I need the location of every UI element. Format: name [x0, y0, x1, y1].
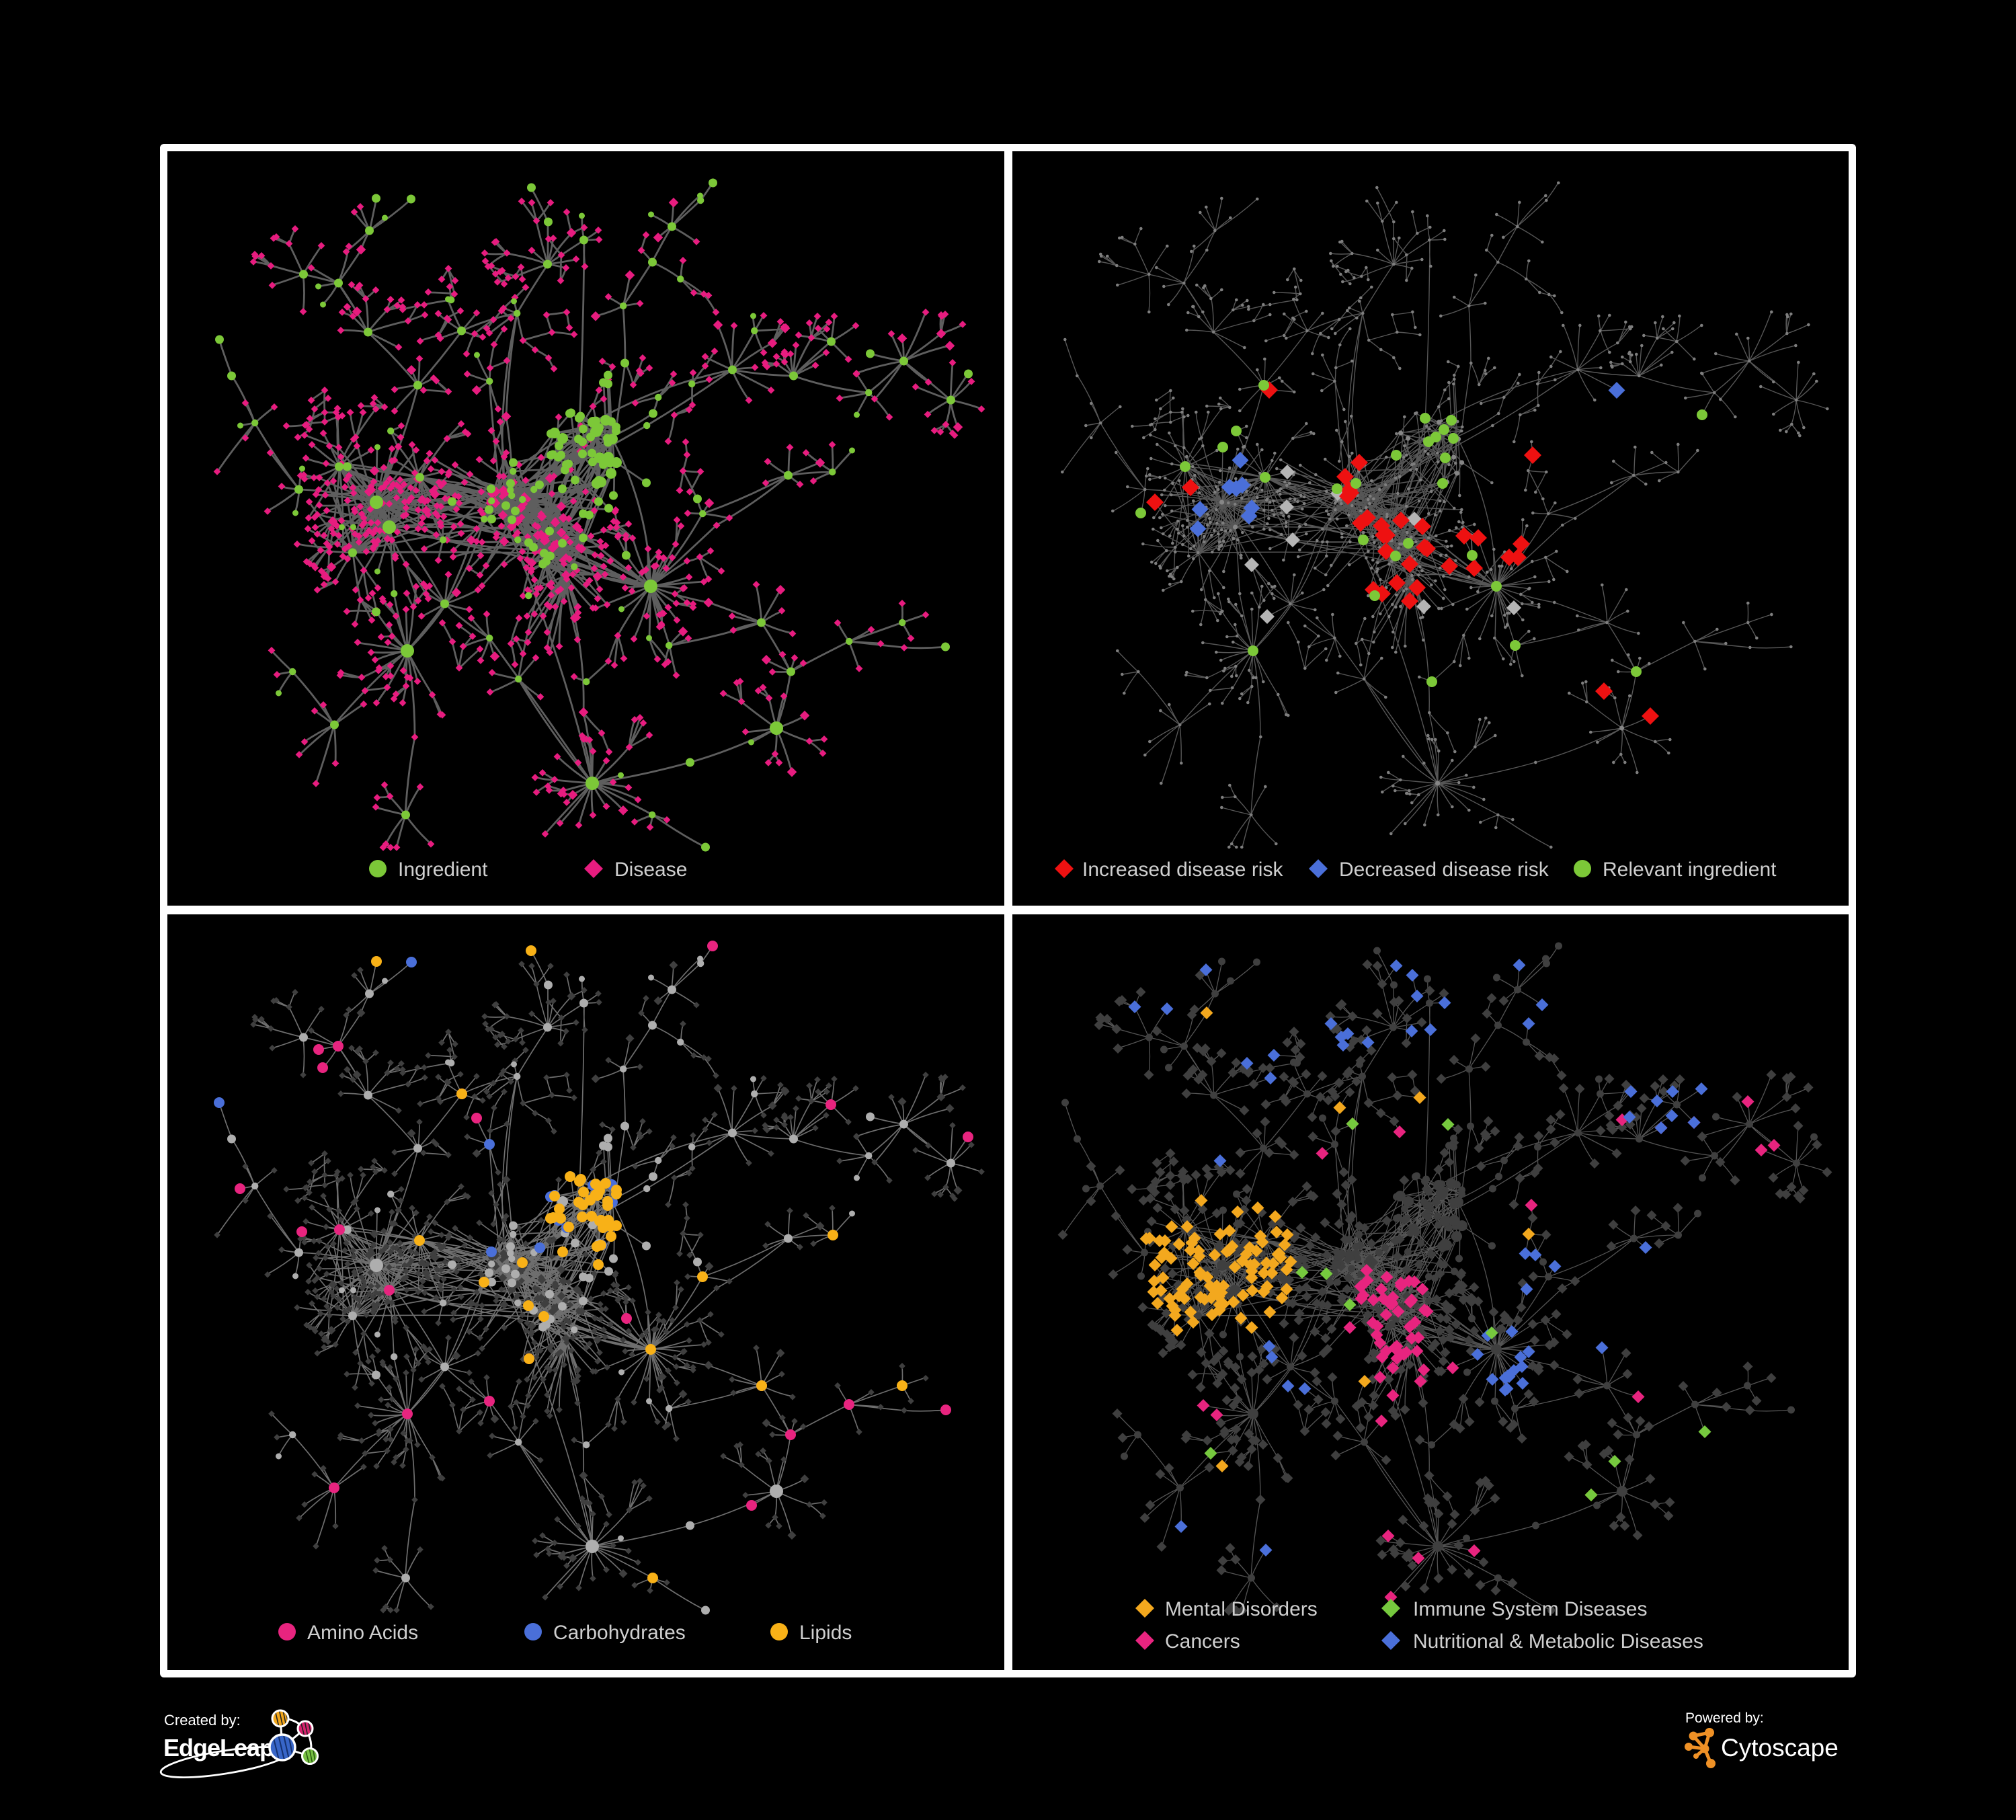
svg-text:Ingredient: Ingredient [398, 859, 488, 881]
svg-text:Carbohydrates: Carbohydrates [553, 1622, 686, 1644]
svg-text:Immune System Diseases: Immune System Diseases [1413, 1598, 1647, 1620]
svg-text:Disease: Disease [614, 859, 687, 881]
svg-text:Increased disease risk: Increased disease risk [1082, 859, 1283, 881]
svg-text:EdgeLeap: EdgeLeap [163, 1734, 274, 1762]
svg-text:Amino Acids: Amino Acids [307, 1622, 418, 1644]
svg-text:Cytoscape: Cytoscape [1721, 1734, 1839, 1762]
svg-text:Lipids: Lipids [799, 1622, 852, 1644]
svg-text:Nutritional & Metabolic Diseas: Nutritional & Metabolic Diseases [1413, 1630, 1703, 1653]
svg-text:Mental Disorders: Mental Disorders [1165, 1598, 1318, 1620]
svg-text:Created by:: Created by: [164, 1712, 241, 1729]
svg-text:Cancers: Cancers [1165, 1630, 1240, 1653]
svg-text:Decreased disease risk: Decreased disease risk [1339, 859, 1549, 881]
svg-text:Relevant ingredient: Relevant ingredient [1603, 859, 1777, 881]
svg-text:Powered by:: Powered by: [1685, 1710, 1764, 1726]
